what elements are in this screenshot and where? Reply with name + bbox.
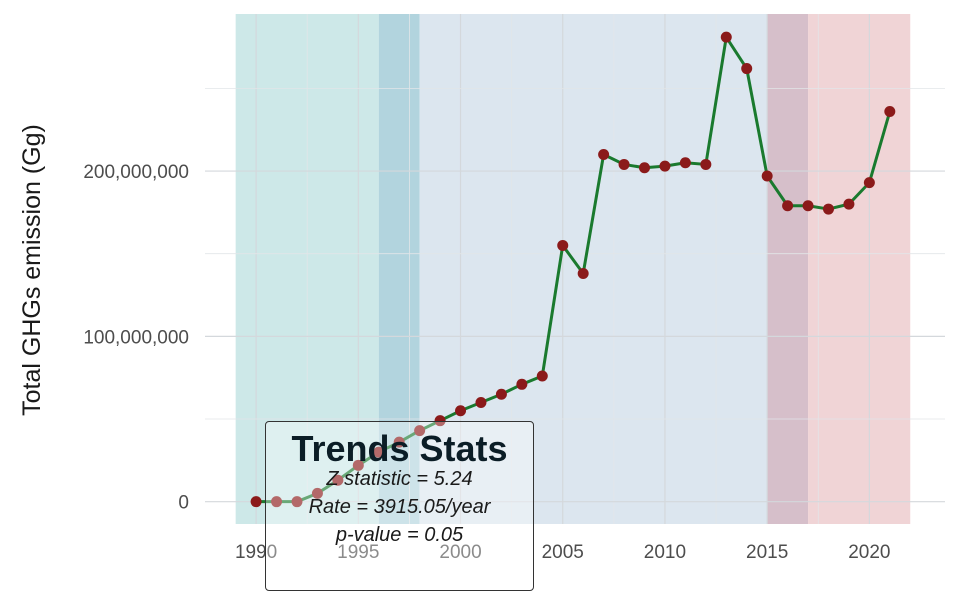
data-point-2011 [679, 157, 691, 169]
y-tick-label: 100,000,000 [83, 327, 189, 348]
data-point-2001 [475, 396, 487, 408]
data-point-2016 [782, 200, 794, 212]
data-point-2018 [822, 203, 834, 215]
x-tick-label: 2020 [848, 542, 890, 563]
shaded-band-2 [419, 14, 768, 524]
shaded-band-4 [808, 14, 911, 524]
data-point-2010 [659, 160, 671, 172]
x-tick-label: 2005 [542, 542, 584, 563]
line-chart: 1990 1995 2000 2005 2010 2015 2020 0 100,000,00… [18, 14, 945, 563]
data-point-2004 [536, 370, 548, 382]
data-point-2003 [516, 378, 528, 390]
data-point-2015 [761, 170, 773, 182]
x-tick-label: 2015 [746, 542, 788, 563]
trends-stats-box: Trends Stats Z statistic = 5.24 Rate = 3… [265, 421, 534, 591]
gridlines [205, 14, 945, 524]
data-point-1996 [373, 446, 385, 458]
data-point-1992 [291, 496, 303, 508]
x-tick-label: 2000 [439, 542, 481, 563]
data-point-2002 [495, 388, 507, 400]
data-point-1993 [311, 487, 323, 499]
data-point-2013 [720, 31, 732, 43]
data-point-1995 [352, 459, 364, 471]
y-axis-label: Total GHGs emission (Gg) [18, 124, 46, 416]
data-point-2012 [700, 158, 712, 170]
stat-z-statistic: Z statistic = 5.24 [326, 468, 473, 490]
data-point-2008 [618, 158, 630, 170]
data-point-2007 [598, 149, 610, 161]
data-point-2005 [557, 239, 569, 251]
stat-p-value: p-value = 0.05 [335, 524, 464, 546]
data-series [250, 31, 896, 508]
data-point-1991 [271, 496, 283, 508]
x-axis-ticks: 1990 1995 2000 2005 2010 2015 2020 [235, 542, 891, 563]
y-tick-label: 200,000,000 [83, 162, 189, 183]
data-point-2021 [884, 106, 896, 118]
shaded-band-3 [767, 14, 809, 524]
data-point-1998 [414, 425, 426, 437]
data-point-2019 [843, 198, 855, 210]
data-point-2009 [639, 162, 651, 174]
stats-title: Trends Stats [291, 428, 508, 469]
data-point-2006 [577, 268, 589, 280]
data-point-1994 [332, 474, 344, 486]
data-point-1990 [250, 496, 262, 508]
data-point-2020 [863, 177, 875, 189]
data-point-1999 [434, 415, 446, 427]
x-tick-label: 1990 [235, 542, 277, 563]
y-tick-label: 0 [178, 493, 189, 514]
data-point-1997 [393, 436, 405, 448]
data-point-2000 [455, 405, 467, 417]
x-tick-label: 2010 [644, 542, 686, 563]
shaded-period-bands [235, 14, 911, 524]
y-axis-ticks: 0 100,000,000 200,000,000 [83, 162, 189, 514]
stat-rate: Rate = 3915.05/year [308, 496, 491, 518]
data-point-2017 [802, 200, 814, 212]
data-point-2014 [741, 63, 753, 75]
x-tick-label: 1995 [337, 542, 379, 563]
